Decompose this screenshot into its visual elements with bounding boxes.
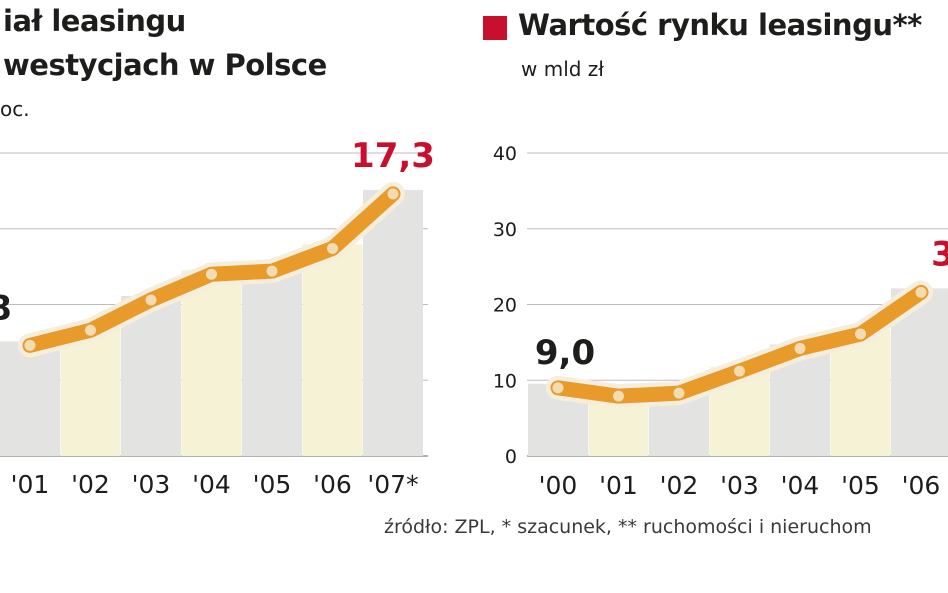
x-tick-label: '03 [132, 470, 171, 499]
bar [363, 189, 423, 456]
x-tick-label: '02 [71, 470, 110, 499]
bar [242, 267, 302, 456]
source-note: źródło: ZPL, * szacunek, ** ruchomości i… [384, 516, 872, 538]
data-point [794, 342, 806, 354]
left-chart-title-line-1: iał leasingu [3, 4, 186, 38]
data-point [387, 188, 399, 200]
data-point [145, 294, 157, 306]
y-tick-label: 30 [493, 219, 517, 241]
x-tick-label: '02 [660, 471, 699, 500]
right-chart-subtitle: w mld zł [521, 57, 604, 81]
data-point [855, 328, 866, 340]
data-point [327, 242, 338, 254]
y-tick-label: 0 [505, 446, 517, 468]
right-chart-title: Wartość rynku leasingu** [518, 8, 922, 42]
bar [0, 341, 60, 456]
data-label: 17,3 [351, 136, 435, 176]
x-tick-label: '06 [313, 470, 352, 499]
x-tick-label: '01 [599, 471, 638, 500]
data-point [915, 286, 927, 298]
x-tick-label: '07* [367, 470, 418, 499]
data-point [552, 382, 564, 394]
x-tick-label: '04 [192, 470, 231, 499]
y-tick-label: 20 [493, 295, 517, 317]
legend-square-icon [483, 16, 507, 40]
bar [60, 326, 121, 456]
data-label: 3 [931, 234, 948, 274]
data-point [613, 390, 624, 402]
x-tick-label: '06 [902, 471, 941, 500]
data-point [24, 339, 36, 351]
data-point [734, 365, 745, 377]
data-point [85, 324, 96, 336]
x-tick-label: '05 [841, 471, 880, 500]
left-chart-subtitle: oc. [0, 97, 30, 121]
bar [302, 244, 363, 456]
bar [181, 270, 242, 456]
x-tick-label: '01 [11, 470, 50, 499]
y-tick-label: 40 [493, 143, 517, 165]
y-tick-label: 10 [493, 370, 517, 392]
x-tick-label: '00 [539, 471, 578, 500]
data-label: 8 [0, 288, 12, 328]
left-chart-title-line-2: westycjach w Polsce [3, 48, 327, 82]
data-point [673, 387, 685, 399]
data-point [266, 265, 278, 277]
x-tick-label: '05 [253, 470, 292, 499]
data-point [206, 268, 217, 280]
data-label: 9,0 [535, 333, 595, 373]
x-tick-label: '03 [720, 471, 759, 500]
x-tick-label: '04 [781, 471, 820, 500]
